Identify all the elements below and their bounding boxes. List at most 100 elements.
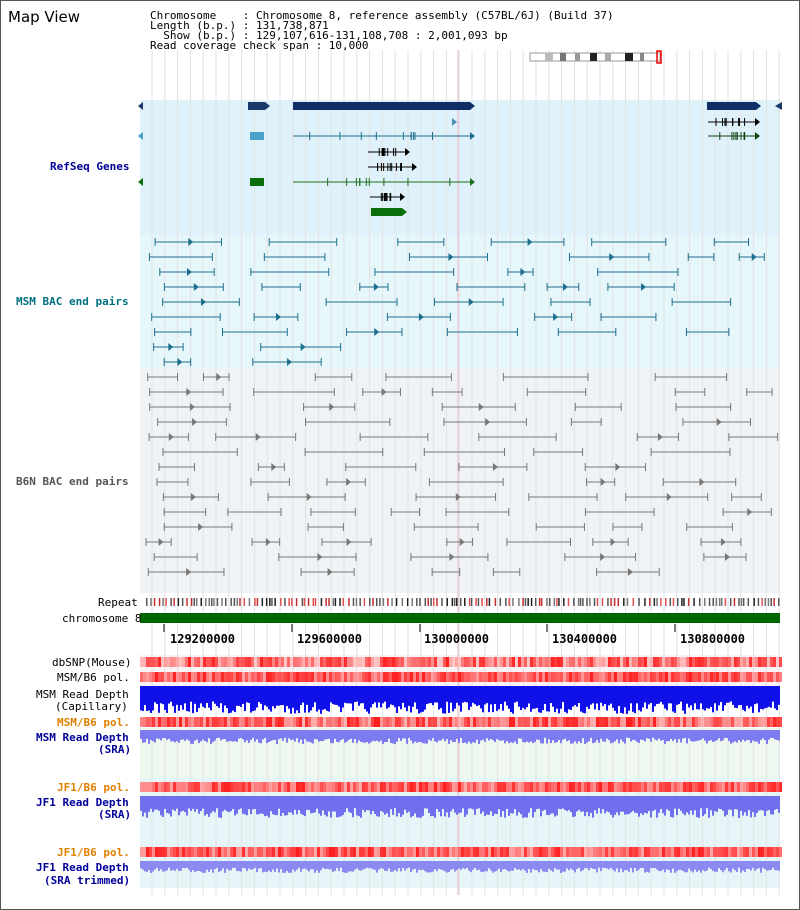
depth-bar xyxy=(778,796,780,813)
depth-bar xyxy=(166,730,168,740)
depth-bar xyxy=(206,730,208,743)
depth-bar xyxy=(402,861,404,869)
depth-bar xyxy=(244,861,246,869)
depth-bar xyxy=(708,730,710,741)
depth-bar xyxy=(510,861,512,871)
heat-cell xyxy=(476,782,479,792)
heat-cell xyxy=(761,672,764,682)
heat-cell xyxy=(359,717,362,727)
heat-cell xyxy=(266,717,269,727)
heat-cell xyxy=(728,717,731,727)
depth-bar xyxy=(540,730,542,744)
heat-cell xyxy=(644,847,647,857)
heat-cell xyxy=(494,717,497,727)
bac-end-arrow xyxy=(327,568,333,576)
repeat-mark xyxy=(416,598,418,606)
depth-bar xyxy=(530,861,532,873)
depth-bar xyxy=(416,796,418,818)
bac-end-arrow xyxy=(459,538,465,546)
heat-cell xyxy=(638,782,641,792)
heat-cell xyxy=(671,672,674,682)
depth-bar xyxy=(554,796,556,817)
bac-end-arrow xyxy=(609,253,615,261)
depth-bar xyxy=(416,861,418,873)
heat-cell xyxy=(536,672,539,682)
depth-bar xyxy=(166,686,168,713)
heat-cell xyxy=(251,657,254,667)
heat-cell xyxy=(725,717,728,727)
b6n-bac-label[interactable]: B6N BAC end pairs xyxy=(16,475,129,488)
heat-cell xyxy=(557,782,560,792)
depth-bar xyxy=(352,686,354,711)
depth-bar xyxy=(454,686,456,709)
heat-cell xyxy=(338,782,341,792)
msm-bac-label[interactable]: MSM BAC end pairs xyxy=(16,295,129,308)
depth-bar xyxy=(772,730,774,739)
depth-bar xyxy=(648,796,650,811)
heat-cell xyxy=(443,782,446,792)
depth-bar xyxy=(298,686,300,714)
depth-bar xyxy=(194,861,196,872)
heat-cell xyxy=(443,672,446,682)
depth-bar xyxy=(320,861,322,871)
heat-cell xyxy=(140,717,143,727)
depth-bar xyxy=(242,686,244,704)
repeat-mark xyxy=(153,598,156,606)
heat-cell xyxy=(293,847,296,857)
heat-cell xyxy=(455,672,458,682)
dbsnp-label: dbSNP(Mouse) xyxy=(52,656,132,669)
depth-bar xyxy=(528,796,530,813)
depth-bar xyxy=(478,861,480,870)
heat-cell xyxy=(224,717,227,727)
depth-bar xyxy=(282,861,284,873)
depth-bar xyxy=(628,730,630,738)
heat-cell xyxy=(740,782,743,792)
depth-bar xyxy=(720,796,722,810)
depth-bar xyxy=(488,861,490,869)
depth-bar xyxy=(756,861,758,869)
heat-cell xyxy=(452,672,455,682)
depth-bar xyxy=(562,796,564,809)
depth-bar xyxy=(530,730,532,742)
depth-bar xyxy=(452,686,454,712)
depth-bar xyxy=(348,861,350,872)
repeat-mark xyxy=(644,598,646,606)
info-show: Show (b.p.) : 129,107,616-131,108,708 : … xyxy=(150,29,508,42)
depth-bar xyxy=(558,861,560,870)
depth-bar xyxy=(598,730,600,743)
depth-bar xyxy=(214,730,216,741)
depth-bar xyxy=(700,730,702,740)
depth-bar xyxy=(192,730,194,744)
heat-cell xyxy=(602,717,605,727)
depth-bar xyxy=(758,796,760,811)
heat-cell xyxy=(317,672,320,682)
heat-cell xyxy=(515,717,518,727)
refseq-genes-label[interactable]: RefSeq Genes xyxy=(50,160,130,173)
depth-bar xyxy=(164,686,166,710)
heat-cell xyxy=(578,782,581,792)
depth-bar xyxy=(624,686,626,708)
depth-bar xyxy=(320,686,322,714)
heat-cell xyxy=(386,717,389,727)
depth-bar xyxy=(438,861,440,869)
depth-bar xyxy=(512,796,514,814)
depth-bar xyxy=(314,861,316,873)
depth-bar xyxy=(746,730,748,741)
depth-bar xyxy=(204,861,206,873)
heat-cell xyxy=(683,657,686,667)
heat-cell xyxy=(692,657,695,667)
repeat-mark xyxy=(683,598,685,606)
depth-bar xyxy=(742,796,744,816)
heat-cell xyxy=(434,782,437,792)
msm-read-depth-capillary-label: MSM Read Depth xyxy=(36,688,129,701)
heat-cell xyxy=(566,717,569,727)
depth-bar xyxy=(340,861,342,868)
heat-cell xyxy=(206,847,209,857)
depth-bar xyxy=(656,796,658,818)
heat-cell xyxy=(350,717,353,727)
heat-cell xyxy=(299,672,302,682)
depth-bar xyxy=(152,730,154,742)
depth-bar xyxy=(414,730,416,742)
depth-bar xyxy=(664,861,666,873)
